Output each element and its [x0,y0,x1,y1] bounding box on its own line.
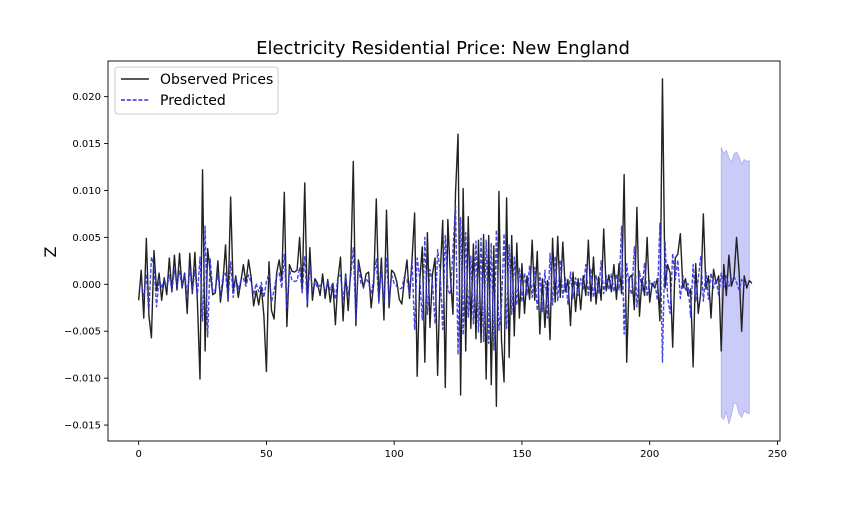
y-tick-label: 0.020 [72,92,101,103]
x-tick-label: 50 [260,449,273,460]
axes-frame [107,60,781,442]
x-tick-label: 200 [640,449,659,460]
forecast-confidence-band [720,147,750,425]
y-tick-label: 0.005 [72,233,101,244]
x-tick-label: 250 [768,449,787,460]
legend-label-predicted: Predicted [160,93,226,109]
plot-area: 0 50 100 150 200 250 −0.015 −0.010 −0.005 0.000 0.… [64,60,787,460]
x-tick-label: 0 [135,449,141,460]
y-tick-label: 0.015 [72,139,101,150]
legend-label-observed-prices: Observed Prices [160,72,273,88]
y-tick-label: 0.010 [72,186,101,197]
legend-box [114,66,279,115]
legend: Observed Prices Predicted [114,66,279,115]
y-axis-label: Z [41,246,60,257]
chart-title: Electricity Residential Price: New Engla… [256,38,630,59]
x-tick-label: 100 [385,449,404,460]
y-tick-label: 0.000 [72,280,101,291]
y-tick-label: −0.015 [64,421,101,432]
data-layer [137,78,753,425]
y-tick-label: −0.010 [64,374,101,385]
y-tick-label: −0.005 [64,327,101,338]
series-line-predicted [140,204,748,363]
x-tick-label: 150 [512,449,531,460]
